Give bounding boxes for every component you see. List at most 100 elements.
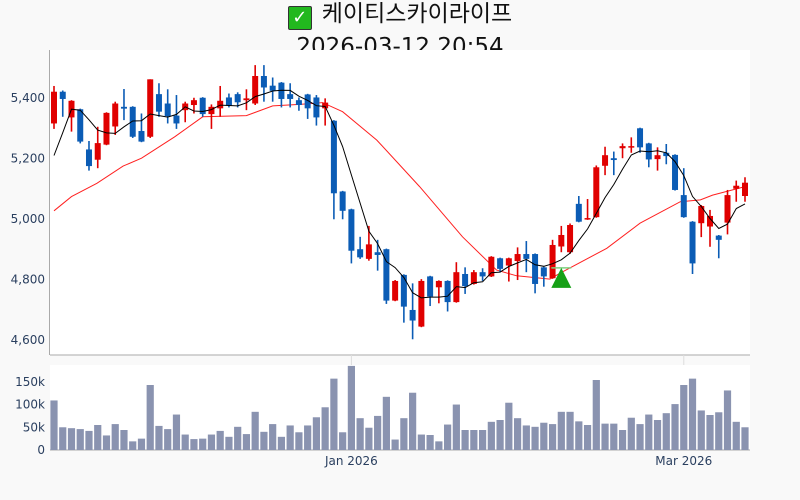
volume-bar [548, 424, 557, 450]
candle-body [374, 252, 381, 255]
candle-body [435, 280, 442, 288]
candle-body [287, 94, 294, 99]
candle-body [322, 102, 329, 109]
volume-bar [102, 435, 111, 450]
volume-bar [251, 411, 259, 450]
candle-body [138, 131, 145, 142]
volume-bar [356, 418, 364, 450]
volume-bar [496, 420, 504, 450]
volume-bar [190, 439, 198, 450]
price-y-tick-label: 5,200 [11, 152, 45, 166]
candle [610, 151, 617, 176]
candle [462, 267, 469, 294]
volume-bar [583, 425, 592, 450]
candle [488, 256, 495, 278]
candle [619, 143, 626, 159]
candle [689, 221, 696, 274]
candle [435, 280, 442, 304]
volume-bar [225, 436, 233, 450]
volume-bar [680, 385, 688, 450]
candle [234, 92, 241, 108]
candle [217, 85, 224, 117]
candle-body [409, 309, 416, 321]
candle-body [549, 244, 556, 279]
volume-bar [592, 380, 600, 450]
volume-bar [522, 425, 530, 450]
candle-body [269, 85, 276, 91]
volume-bar [164, 429, 172, 450]
candle [94, 126, 101, 169]
candle-body [217, 100, 224, 109]
candle-body [523, 254, 530, 259]
volume-bar [137, 438, 146, 450]
candle-body [418, 280, 425, 327]
volume-bar [723, 390, 732, 450]
volume-bar [513, 418, 522, 450]
candle-body [680, 195, 687, 218]
volume-bar [111, 424, 119, 450]
candle-body [637, 128, 644, 148]
candle [339, 190, 346, 220]
candle [164, 89, 171, 124]
volume-bar [312, 417, 321, 450]
candle-body [313, 97, 320, 118]
volume-plot-area [50, 365, 750, 450]
volume-bar [426, 435, 434, 450]
volume-bar [181, 434, 189, 450]
ma20-line [53, 102, 746, 280]
candle [269, 77, 276, 102]
volume-bar [566, 411, 574, 450]
candle-body [479, 272, 486, 277]
candle-body [392, 280, 399, 301]
candle [278, 82, 285, 108]
candle-body [164, 103, 171, 117]
candle [742, 177, 748, 202]
volume-bar [505, 402, 513, 450]
volume-bar [706, 415, 714, 450]
x-tick-label: Jan 2026 [324, 454, 378, 468]
candle-body [497, 258, 504, 269]
volume-bar [400, 418, 408, 450]
candle-body [173, 115, 180, 124]
candle-body [190, 100, 197, 106]
candle-body [610, 158, 617, 161]
volume-bar [129, 441, 137, 450]
candle [575, 196, 582, 223]
volume-bar [697, 410, 705, 450]
candle [199, 97, 206, 117]
volume-bar [715, 412, 723, 450]
volume-bar [242, 434, 251, 450]
candle [663, 144, 670, 165]
candle-body [103, 112, 110, 145]
candle-body [505, 258, 512, 266]
volume-bar [409, 392, 417, 450]
candle-body [628, 146, 635, 148]
stock-name: 케이티스카이라이프 [321, 1, 513, 27]
volume-bar [531, 426, 539, 450]
volume-bar [662, 413, 670, 450]
candle [637, 127, 644, 153]
candle [593, 165, 600, 218]
candle-body [77, 109, 84, 142]
candle [540, 266, 547, 287]
candle-body [532, 254, 539, 284]
volume-bar [339, 432, 347, 450]
candle-body [742, 182, 748, 197]
candle [304, 93, 311, 119]
volume-bar [207, 434, 216, 450]
candle-body [260, 75, 267, 88]
volume-bar [741, 427, 749, 450]
volume-bar [260, 431, 268, 450]
volume-bar [199, 438, 207, 450]
candle [77, 108, 84, 144]
volume-bar [304, 425, 312, 450]
candle-body [348, 209, 355, 251]
candle-body [155, 94, 162, 112]
volume-bar [146, 385, 154, 450]
candle-body [304, 94, 311, 109]
candle-body [225, 97, 232, 106]
candle [549, 239, 556, 279]
candle [155, 83, 162, 117]
buy-signal-triangle-icon [551, 267, 572, 288]
candle-body [129, 106, 136, 137]
